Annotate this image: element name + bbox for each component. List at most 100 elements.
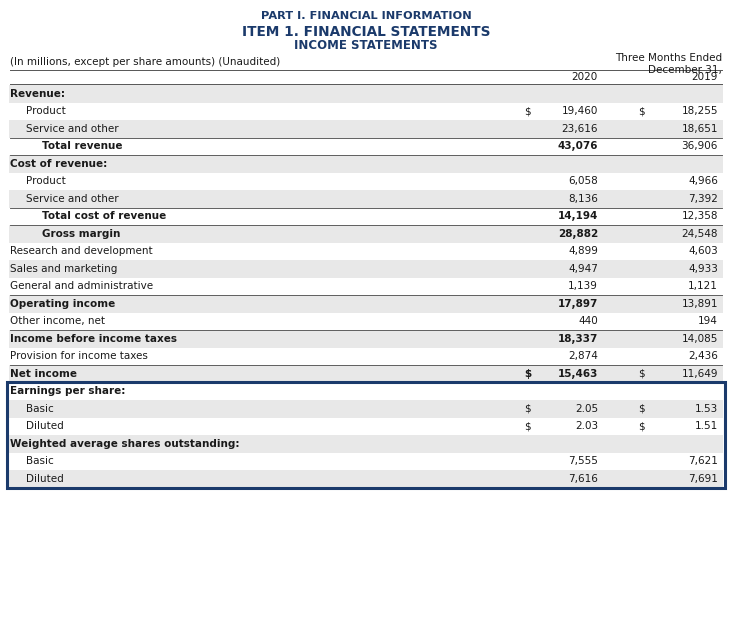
Bar <box>9 208 723 225</box>
Text: 28,882: 28,882 <box>558 229 598 239</box>
Text: 43,076: 43,076 <box>558 141 598 151</box>
Text: 7,555: 7,555 <box>568 456 598 466</box>
Text: General and administrative: General and administrative <box>10 281 153 291</box>
Text: Diluted: Diluted <box>26 473 64 484</box>
Text: 12,358: 12,358 <box>682 212 718 221</box>
Text: Sales and marketing: Sales and marketing <box>10 264 117 273</box>
Bar <box>9 417 723 435</box>
Text: 2,436: 2,436 <box>688 351 718 361</box>
Text: 4,899: 4,899 <box>568 246 598 256</box>
Bar <box>9 85 723 102</box>
Bar <box>9 400 723 417</box>
Text: INCOME STATEMENTS: INCOME STATEMENTS <box>294 39 438 52</box>
Text: Basic: Basic <box>26 404 54 413</box>
Text: 440: 440 <box>578 316 598 327</box>
Text: $: $ <box>524 404 531 413</box>
Text: $: $ <box>524 106 531 116</box>
Text: 4,966: 4,966 <box>688 176 718 186</box>
Bar <box>9 435 723 452</box>
Bar <box>9 173 723 190</box>
Text: Net income: Net income <box>10 369 77 379</box>
Text: 7,691: 7,691 <box>688 473 718 484</box>
Text: 24,548: 24,548 <box>682 229 718 239</box>
Bar <box>9 383 723 400</box>
Bar <box>7 382 725 488</box>
Text: (In millions, except per share amounts) (Unaudited): (In millions, except per share amounts) … <box>10 57 280 67</box>
Text: Diluted: Diluted <box>26 421 64 431</box>
Bar <box>9 312 723 330</box>
Text: Operating income: Operating income <box>10 299 115 309</box>
Text: Three Months Ended
December 31,: Three Months Ended December 31, <box>615 53 722 75</box>
Bar <box>9 277 723 295</box>
Text: 2.05: 2.05 <box>575 404 598 413</box>
Text: 14,194: 14,194 <box>558 212 598 221</box>
Text: 14,085: 14,085 <box>682 334 718 344</box>
Text: Cost of revenue:: Cost of revenue: <box>10 158 107 169</box>
Text: Provision for income taxes: Provision for income taxes <box>10 351 148 361</box>
Text: Revenue:: Revenue: <box>10 89 65 99</box>
Text: 2019: 2019 <box>692 72 718 82</box>
Text: 11,649: 11,649 <box>682 369 718 379</box>
Bar <box>9 295 723 312</box>
Bar <box>9 190 723 208</box>
Text: 8,136: 8,136 <box>568 194 598 204</box>
Text: 7,621: 7,621 <box>688 456 718 466</box>
Text: Income before income taxes: Income before income taxes <box>10 334 177 344</box>
Text: 23,616: 23,616 <box>561 124 598 134</box>
Text: 19,460: 19,460 <box>561 106 598 116</box>
Text: 6,058: 6,058 <box>568 176 598 186</box>
Text: 7,392: 7,392 <box>688 194 718 204</box>
Text: 13,891: 13,891 <box>682 299 718 309</box>
Bar <box>9 260 723 277</box>
Text: Total cost of revenue: Total cost of revenue <box>42 212 166 221</box>
Text: Basic: Basic <box>26 456 54 466</box>
Text: 4,603: 4,603 <box>688 246 718 256</box>
Text: PART I. FINANCIAL INFORMATION: PART I. FINANCIAL INFORMATION <box>261 11 471 21</box>
Text: Earnings per share:: Earnings per share: <box>10 386 125 396</box>
Text: Total revenue: Total revenue <box>42 141 122 151</box>
Text: 4,947: 4,947 <box>568 264 598 273</box>
Text: 1.51: 1.51 <box>695 421 718 431</box>
Text: Other income, net: Other income, net <box>10 316 105 327</box>
Text: 2.03: 2.03 <box>575 421 598 431</box>
Text: Gross margin: Gross margin <box>42 229 120 239</box>
Bar <box>9 330 723 348</box>
Text: 4,933: 4,933 <box>688 264 718 273</box>
Text: Product: Product <box>26 106 66 116</box>
Text: 2020: 2020 <box>572 72 598 82</box>
Text: $: $ <box>524 421 531 431</box>
Text: 18,337: 18,337 <box>558 334 598 344</box>
Bar <box>9 137 723 155</box>
Bar <box>9 102 723 120</box>
Text: Product: Product <box>26 176 66 186</box>
Text: 1,121: 1,121 <box>688 281 718 291</box>
Text: Service and other: Service and other <box>26 194 119 204</box>
Text: Service and other: Service and other <box>26 124 119 134</box>
Text: $: $ <box>638 106 644 116</box>
Text: ITEM 1. FINANCIAL STATEMENTS: ITEM 1. FINANCIAL STATEMENTS <box>242 25 490 39</box>
Text: 7,616: 7,616 <box>568 473 598 484</box>
Bar <box>9 470 723 488</box>
Bar <box>9 348 723 365</box>
Text: 18,651: 18,651 <box>682 124 718 134</box>
Bar <box>9 225 723 242</box>
Text: $: $ <box>638 404 644 413</box>
Text: $: $ <box>638 421 644 431</box>
Text: 1,139: 1,139 <box>568 281 598 291</box>
Bar <box>9 452 723 470</box>
Text: 15,463: 15,463 <box>558 369 598 379</box>
Text: 2,874: 2,874 <box>568 351 598 361</box>
Bar <box>9 120 723 137</box>
Text: $: $ <box>638 369 644 379</box>
Text: 194: 194 <box>698 316 718 327</box>
Text: Weighted average shares outstanding:: Weighted average shares outstanding: <box>10 439 240 449</box>
Text: 17,897: 17,897 <box>558 299 598 309</box>
Bar <box>9 365 723 383</box>
Text: Research and development: Research and development <box>10 246 152 256</box>
Text: 36,906: 36,906 <box>682 141 718 151</box>
Bar <box>9 242 723 260</box>
Text: 18,255: 18,255 <box>682 106 718 116</box>
Text: 1.53: 1.53 <box>695 404 718 413</box>
Text: $: $ <box>524 369 531 379</box>
Bar <box>9 155 723 173</box>
